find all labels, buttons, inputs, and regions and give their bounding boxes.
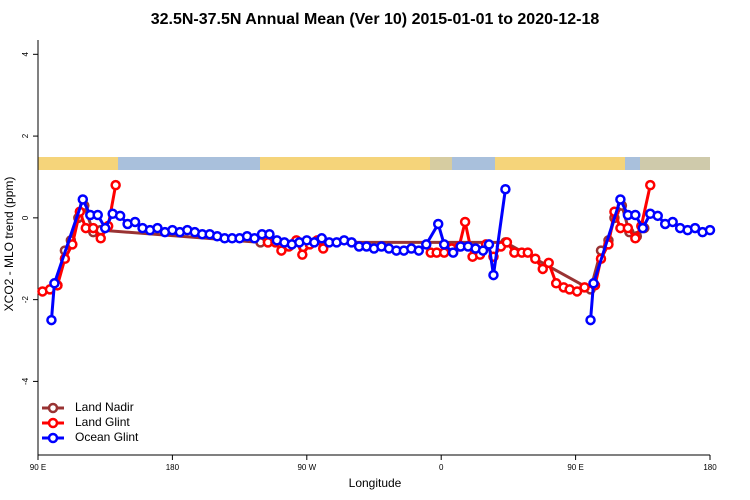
data-point	[317, 243, 329, 254]
data-point	[630, 233, 641, 244]
data-point	[501, 237, 513, 248]
x-tick-label: 180	[166, 463, 180, 472]
data-point	[432, 218, 444, 230]
y-tick-label: -4	[21, 377, 30, 385]
data-point	[95, 233, 106, 244]
y-tick-label: 4	[21, 52, 30, 57]
data-point	[488, 269, 499, 281]
data-point	[588, 278, 599, 289]
x-tick-label: 90 W	[297, 463, 316, 472]
legend-label: Ocean Glint	[75, 430, 139, 444]
land-ocean-strip	[38, 157, 710, 170]
data-point	[500, 183, 511, 195]
data-point	[622, 222, 634, 234]
data-point	[447, 247, 459, 258]
data-point	[114, 210, 126, 222]
data-point	[543, 257, 554, 269]
data-point	[630, 209, 641, 221]
data-point	[297, 249, 308, 260]
data-point	[530, 253, 541, 264]
data-point	[421, 239, 432, 250]
x-tick-label: 90 E	[567, 463, 583, 472]
data-point	[346, 237, 357, 248]
data-point	[316, 233, 327, 244]
legend-marker	[47, 432, 59, 444]
data-point	[152, 222, 163, 234]
data-point	[413, 245, 425, 256]
data-point	[645, 179, 656, 191]
data-point	[483, 239, 495, 250]
data-point	[652, 210, 663, 222]
legend-label: Land Glint	[75, 415, 130, 429]
data-point	[689, 222, 701, 234]
data-point	[704, 224, 716, 236]
data-point	[309, 237, 320, 248]
data-point	[129, 216, 141, 228]
legend-marker	[47, 402, 59, 414]
data-point	[88, 222, 99, 234]
x-axis-label: Longitude	[349, 476, 402, 490]
data-point	[99, 222, 111, 234]
chart-title: 32.5N-37.5N Annual Mean (Ver 10) 2015-01…	[151, 11, 600, 28]
y-axis-label: XCO2 - MLO trend (ppm)	[2, 177, 16, 312]
data-point	[637, 222, 649, 234]
x-tick-label: 90 E	[30, 463, 46, 472]
y-tick-label: 2	[21, 133, 30, 138]
data-point	[522, 247, 534, 258]
data-point	[438, 239, 450, 250]
data-point	[46, 314, 57, 326]
legend-label: Land Nadir	[75, 400, 134, 414]
data-point	[264, 228, 275, 240]
data-point	[49, 278, 60, 289]
data-point	[550, 278, 562, 289]
legend-marker	[47, 417, 59, 429]
x-tick-label: 180	[703, 463, 717, 472]
data-point	[579, 282, 590, 293]
data-point	[77, 194, 89, 205]
y-tick-label: -2	[21, 296, 30, 304]
data-point	[459, 216, 471, 228]
data-point	[615, 194, 626, 205]
data-point	[667, 216, 678, 228]
data-point	[110, 179, 121, 191]
x-tick-label: 0	[439, 463, 444, 472]
data-point	[249, 233, 260, 244]
data-point	[537, 263, 548, 275]
data-point	[571, 286, 583, 297]
data-point	[477, 245, 489, 256]
data-point	[92, 209, 103, 221]
y-tick-label: 0	[21, 215, 30, 220]
data-point	[585, 314, 596, 326]
